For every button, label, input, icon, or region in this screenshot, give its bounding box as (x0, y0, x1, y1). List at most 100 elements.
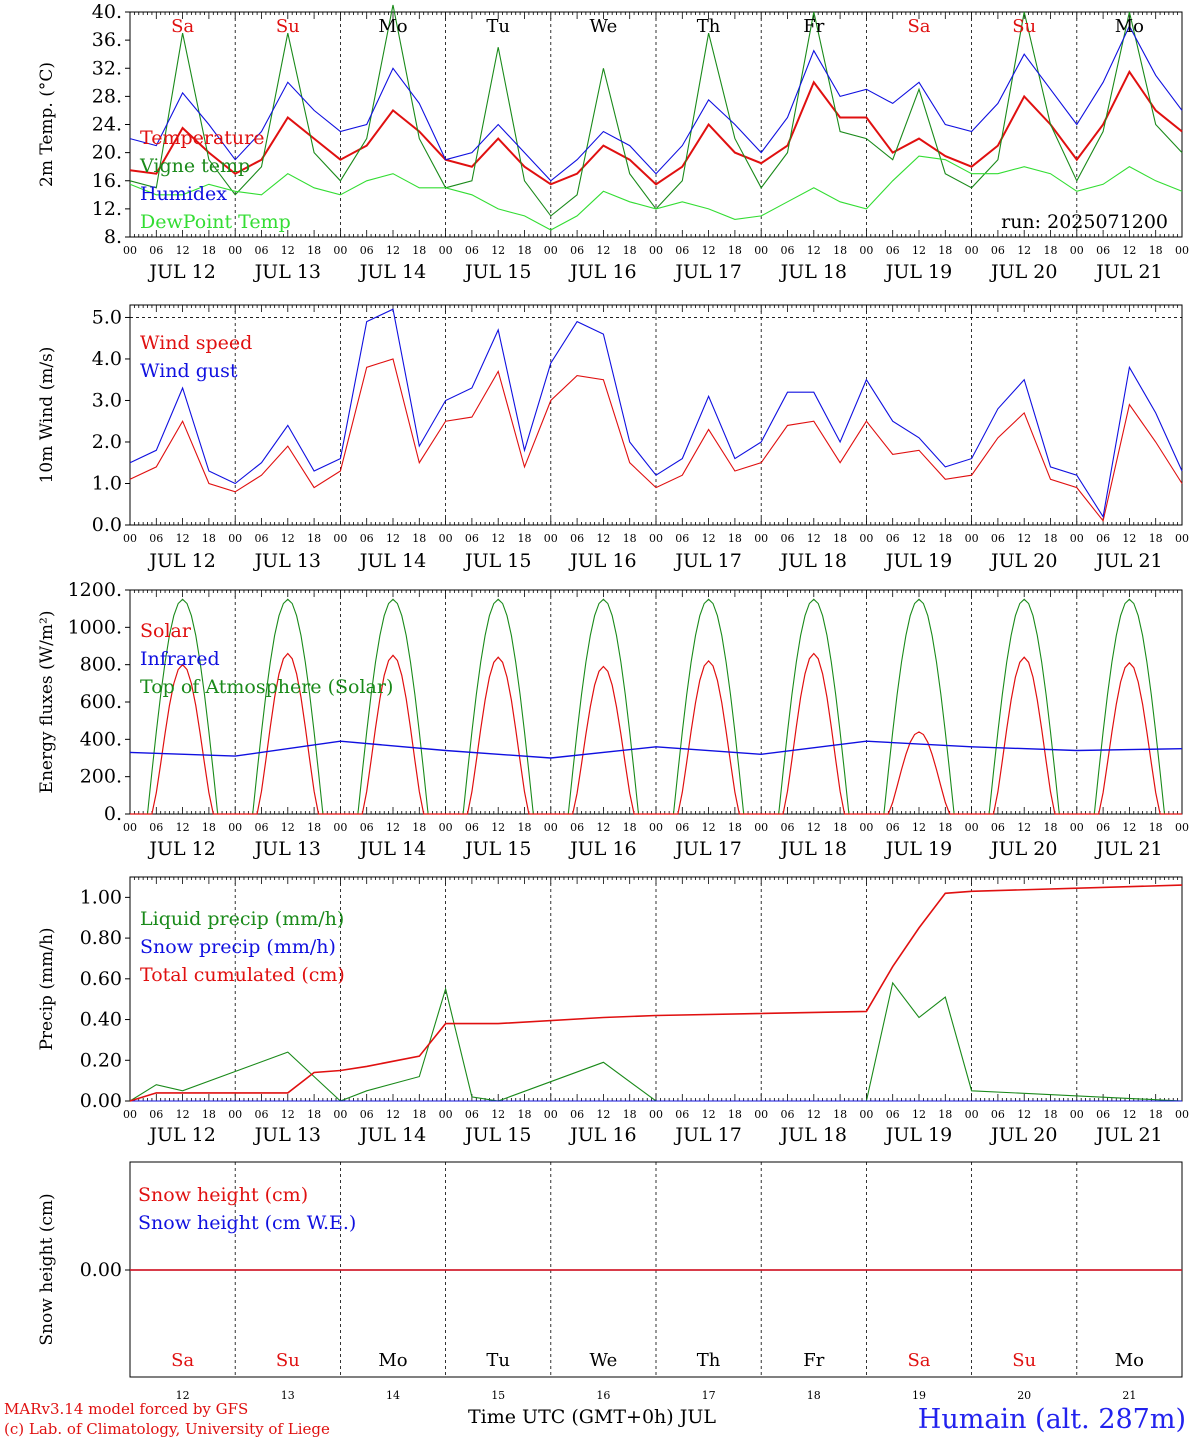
weekday-label: Su (276, 1350, 300, 1371)
hour-tick-label: 12 (386, 1108, 400, 1121)
hour-tick-label: 12 (596, 1108, 610, 1121)
hour-tick-label: 12 (491, 1108, 505, 1121)
hour-tick-label: 18 (833, 532, 847, 545)
hour-tick-label: 00 (439, 244, 453, 257)
temperature-series-line (129, 24, 1183, 182)
date-label: JUL 14 (358, 261, 426, 283)
day-number-label: 12 (176, 1389, 190, 1402)
y-tick-label: 32. (92, 57, 122, 79)
hour-tick-label: 00 (123, 1108, 137, 1121)
hour-tick-label: 00 (754, 1108, 768, 1121)
hour-tick-label: 00 (859, 532, 873, 545)
hour-tick-label: 12 (596, 821, 610, 834)
hour-tick-label: 12 (281, 821, 295, 834)
hour-tick-label: 00 (859, 1108, 873, 1121)
hour-tick-label: 06 (149, 821, 163, 834)
hour-tick-label: 00 (649, 1108, 663, 1121)
weekday-label: We (590, 1350, 618, 1371)
hour-tick-label: 06 (886, 821, 900, 834)
day-number-label: 21 (1122, 1389, 1136, 1402)
hour-tick-label: 06 (360, 532, 374, 545)
hour-tick-label: 06 (255, 821, 269, 834)
hour-tick-label: 12 (386, 532, 400, 545)
hour-tick-label: 00 (123, 821, 137, 834)
hour-tick-label: 06 (781, 821, 795, 834)
date-label: JUL 14 (358, 1124, 426, 1146)
hour-tick-label: 12 (176, 244, 190, 257)
hour-tick-label: 18 (1149, 1108, 1163, 1121)
date-label: JUL 15 (463, 1124, 531, 1146)
hour-tick-label: 18 (412, 1108, 426, 1121)
hour-tick-label: 18 (1044, 1108, 1058, 1121)
hour-tick-label: 00 (228, 532, 242, 545)
legend-entry: Snow height (cm) (138, 1184, 308, 1206)
hour-tick-label: 18 (412, 244, 426, 257)
hour-tick-label: 18 (307, 244, 321, 257)
date-label: JUL 12 (147, 838, 215, 860)
snow-panel: 0.00 Snow height (cm) Snow height (cm) Snow… (37, 1161, 1183, 1402)
footer-model-line: MARv3.14 model forced by GFS (4, 1400, 248, 1418)
hour-tick-label: 18 (938, 532, 952, 545)
hour-tick-label: 06 (465, 821, 479, 834)
hour-tick-label: 00 (123, 244, 137, 257)
precip-series-line (129, 884, 1183, 1102)
hour-tick-label: 06 (465, 1108, 479, 1121)
hour-tick-label: 18 (728, 821, 742, 834)
hour-tick-label: 06 (360, 244, 374, 257)
hour-tick-label: 18 (1044, 821, 1058, 834)
date-label: JUL 21 (1094, 550, 1162, 572)
hour-tick-label: 12 (1017, 244, 1031, 257)
date-label: JUL 20 (989, 1124, 1057, 1146)
temperature-series-line (129, 69, 1183, 186)
date-label: JUL 18 (779, 261, 847, 283)
y-tick-label: 1200. (68, 579, 122, 601)
legend-entry: Solar (140, 620, 192, 642)
date-label: JUL 18 (779, 1124, 847, 1146)
date-label: JUL 14 (358, 838, 426, 860)
date-label: JUL 12 (147, 1124, 215, 1146)
date-label: JUL 19 (884, 550, 952, 572)
date-label: JUL 12 (147, 261, 215, 283)
hour-tick-label: 12 (1122, 244, 1136, 257)
hour-tick-label: 00 (965, 821, 979, 834)
hour-tick-label: 06 (781, 532, 795, 545)
hour-tick-label: 18 (1149, 821, 1163, 834)
hour-tick-label: 18 (623, 532, 637, 545)
run-label: run: 2025071200 (1001, 211, 1168, 233)
hour-tick-label: 00 (544, 532, 558, 545)
hour-tick-label: 18 (833, 821, 847, 834)
hour-tick-label: 18 (833, 1108, 847, 1121)
y-tick-label: 16. (92, 170, 122, 192)
hour-tick-label: 06 (149, 244, 163, 257)
weekday-label: Sa (171, 16, 194, 37)
hour-tick-label: 18 (518, 244, 532, 257)
footer-credit-line: (c) Lab. of Climatology, University of L… (4, 1420, 330, 1438)
hour-tick-label: 12 (1017, 821, 1031, 834)
hour-tick-label: 12 (807, 532, 821, 545)
weekday-label: Su (1012, 16, 1036, 37)
hour-tick-label: 12 (176, 821, 190, 834)
hour-tick-label: 06 (570, 821, 584, 834)
hour-tick-label: 06 (360, 1108, 374, 1121)
hour-tick-label: 06 (255, 1108, 269, 1121)
hour-tick-label: 06 (1096, 532, 1110, 545)
hour-tick-label: 12 (491, 821, 505, 834)
hour-tick-label: 00 (1175, 1108, 1189, 1121)
y-tick-label: 0.40 (80, 1009, 122, 1031)
hour-tick-label: 06 (149, 532, 163, 545)
y-tick-label: 28. (92, 85, 122, 107)
hour-tick-label: 18 (623, 821, 637, 834)
y-tick-label: 600. (80, 691, 122, 713)
wind-panel: 00 06 12 18 JUL 12 00 06 12 18 JUL 13 00 06 12 18 JUL … (37, 304, 1189, 572)
hour-tick-label: 00 (1070, 244, 1084, 257)
day-number-label: 17 (702, 1389, 716, 1402)
y-tick-label: 1000. (68, 616, 122, 638)
legend-entry: Snow height (cm W.E.) (138, 1212, 356, 1234)
y-tick-label: 400. (80, 728, 122, 750)
hour-tick-label: 18 (1044, 532, 1058, 545)
hour-tick-label: 12 (386, 244, 400, 257)
date-label: JUL 15 (463, 261, 531, 283)
date-label: JUL 17 (673, 550, 741, 572)
hour-tick-label: 06 (675, 244, 689, 257)
hour-tick-label: 12 (281, 1108, 295, 1121)
